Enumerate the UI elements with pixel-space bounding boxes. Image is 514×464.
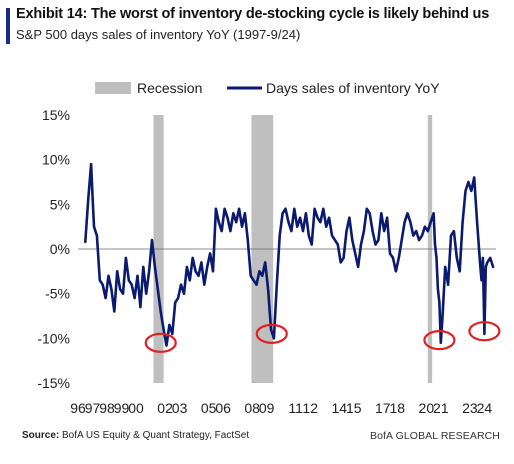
- x-tick-label: 18: [390, 400, 406, 416]
- x-tick-label: 96: [70, 400, 86, 416]
- x-tick-label: 03: [172, 400, 188, 416]
- y-tick-label: 10%: [42, 152, 70, 168]
- x-tick-label: 20: [419, 400, 435, 416]
- y-tick-label: -5%: [45, 286, 70, 302]
- chart-subtitle: S&P 500 days sales of inventory YoY (199…: [16, 27, 301, 42]
- highlight-circle: [255, 323, 288, 344]
- legend-swatch-recession: [95, 82, 131, 94]
- x-tick-label: 15: [346, 400, 362, 416]
- y-tick-label: -15%: [37, 375, 70, 391]
- highlight-circle: [144, 332, 177, 353]
- chart-title: Exhibit 14: The worst of inventory de-st…: [16, 6, 490, 22]
- y-tick-label: 5%: [50, 196, 70, 212]
- x-tick-label: 08: [244, 400, 260, 416]
- source-text: BofA US Equity & Quant Strategy, FactSet: [59, 430, 250, 441]
- x-tick-label: 97: [85, 400, 101, 416]
- y-tick-label: 0%: [50, 241, 70, 257]
- x-tick-label: 11: [288, 400, 303, 416]
- y-tick-label: 15%: [42, 107, 70, 123]
- x-tick-label: 00: [128, 400, 144, 416]
- highlight-circle: [468, 321, 501, 342]
- x-tick-label: 09: [259, 400, 275, 416]
- legend-label-recession: Recession: [137, 80, 202, 96]
- y-tick-label: -10%: [37, 330, 70, 346]
- series-line: [84, 162, 495, 347]
- source-note: Source: BofA US Equity & Quant Strategy,…: [22, 430, 249, 441]
- x-tick-label: 99: [114, 400, 130, 416]
- x-tick-label: 12: [302, 400, 318, 416]
- x-tick-label: 17: [375, 400, 391, 416]
- highlight-circle: [423, 330, 456, 351]
- brand-label: BofA GLOBAL RESEARCH: [370, 430, 500, 442]
- title-accent-bar: [6, 8, 10, 44]
- x-tick-label: 05: [201, 400, 217, 416]
- x-tick-label: 14: [331, 400, 347, 416]
- legend-label-series: Days sales of inventory YoY: [266, 80, 440, 96]
- x-tick-label: 98: [99, 400, 115, 416]
- x-tick-label: 24: [477, 400, 493, 416]
- x-tick-label: 23: [462, 400, 478, 416]
- x-tick-label: 21: [433, 400, 449, 416]
- x-tick-label: 06: [215, 400, 231, 416]
- x-tick-label: 02: [157, 400, 173, 416]
- source-label: Source:: [22, 430, 60, 441]
